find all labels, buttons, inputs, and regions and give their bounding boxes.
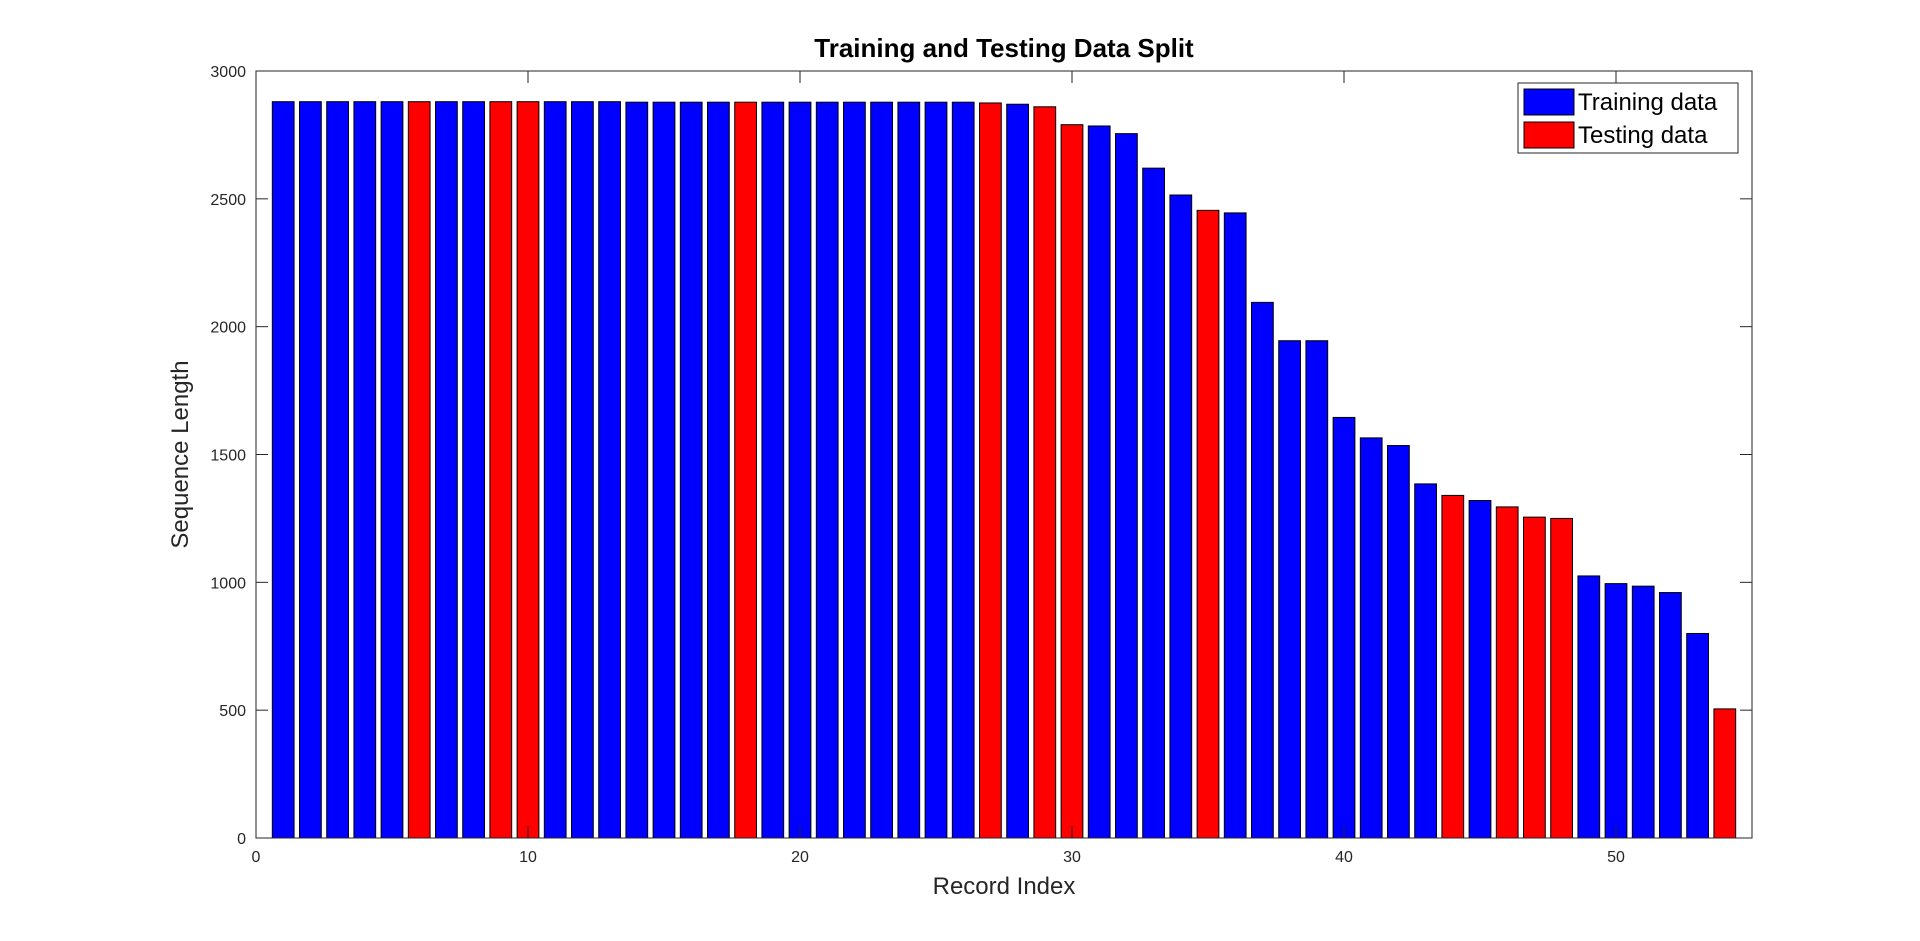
- legend-label-training: Training data: [1578, 89, 1718, 116]
- bar-training: [435, 101, 458, 839]
- bar-training: [843, 101, 866, 839]
- y-tick-label: 1500: [210, 448, 246, 465]
- bar-training: [543, 101, 567, 839]
- bar-training: [1686, 632, 1709, 839]
- bar-training: [598, 101, 621, 839]
- bar-training: [1604, 583, 1628, 839]
- legend: Training data Testing data: [1517, 82, 1739, 154]
- bar-training: [1577, 575, 1601, 839]
- bar-training: [271, 101, 295, 839]
- bar-training: [1387, 445, 1410, 839]
- x-tick-label: 20: [791, 849, 809, 866]
- bar-testing: [1196, 209, 1220, 839]
- x-axis-label: Record Index: [933, 873, 1076, 900]
- bar-testing: [489, 101, 513, 839]
- chart-title: Training and Testing Data Split: [814, 33, 1194, 63]
- bar-testing: [1441, 494, 1465, 839]
- bar-training: [761, 101, 785, 839]
- bar-testing: [979, 102, 1002, 839]
- y-tick-label: 3000: [210, 64, 246, 81]
- legend-swatch-training: [1523, 88, 1575, 116]
- bar-training: [625, 101, 649, 839]
- bar-training: [870, 101, 893, 839]
- bar-testing: [1523, 516, 1546, 839]
- bar-training: [1359, 437, 1383, 839]
- bar-training: [1278, 340, 1301, 839]
- legend-swatch-testing: [1523, 121, 1575, 149]
- bar-training: [1251, 301, 1274, 839]
- bar-training: [1659, 592, 1682, 839]
- x-tick-label: 50: [1607, 849, 1625, 866]
- bar-training: [1223, 212, 1247, 839]
- bar-training: [951, 101, 975, 839]
- bar-training: [1414, 483, 1437, 839]
- x-tick-label: 30: [1063, 849, 1081, 866]
- y-tick-label: 0: [237, 831, 246, 848]
- legend-label-testing: Testing data: [1578, 122, 1708, 149]
- bar-testing: [516, 101, 540, 839]
- bar-training: [1142, 167, 1165, 839]
- bar-training: [1115, 133, 1138, 839]
- y-tick-label: 2000: [210, 320, 246, 337]
- bar-training: [1006, 103, 1029, 839]
- bar-training: [462, 101, 485, 839]
- bar-training: [924, 101, 948, 839]
- bar-training: [326, 101, 349, 839]
- bar-training: [571, 101, 594, 839]
- bar-testing: [1495, 506, 1519, 839]
- bar-testing: [1713, 708, 1737, 839]
- ticks-layer: 0 500 1000 1500 2000 2500 3000 0 10 20 30 40 50: [210, 64, 1752, 866]
- bar-testing: [1033, 106, 1057, 839]
- bar-training: [707, 101, 730, 839]
- bar-testing: [1550, 517, 1573, 839]
- bar-training: [1169, 194, 1193, 839]
- bar-training: [1332, 416, 1356, 839]
- bar-training: [353, 101, 377, 839]
- y-tick-label: 2500: [210, 192, 246, 209]
- y-axis-label: Sequence Length: [167, 360, 194, 548]
- bar-training: [652, 101, 676, 839]
- x-tick-label: 40: [1335, 849, 1353, 866]
- bar-testing: [734, 101, 757, 839]
- x-tick-label: 10: [519, 849, 537, 866]
- bar-training: [788, 101, 812, 839]
- bar-testing: [1060, 124, 1084, 839]
- bar-training: [380, 101, 404, 839]
- bar-training: [1468, 500, 1492, 839]
- bar-testing: [407, 101, 431, 839]
- bar-training: [1305, 340, 1329, 839]
- bar-training: [679, 101, 703, 839]
- bar-training: [1087, 125, 1111, 839]
- bar-training: [1631, 585, 1655, 839]
- bar-training: [897, 101, 921, 839]
- x-tick-label: 0: [252, 849, 261, 866]
- bar-training: [299, 101, 322, 839]
- y-tick-label: 1000: [210, 575, 246, 592]
- y-tick-label: 500: [219, 703, 246, 720]
- bar-training: [815, 101, 839, 839]
